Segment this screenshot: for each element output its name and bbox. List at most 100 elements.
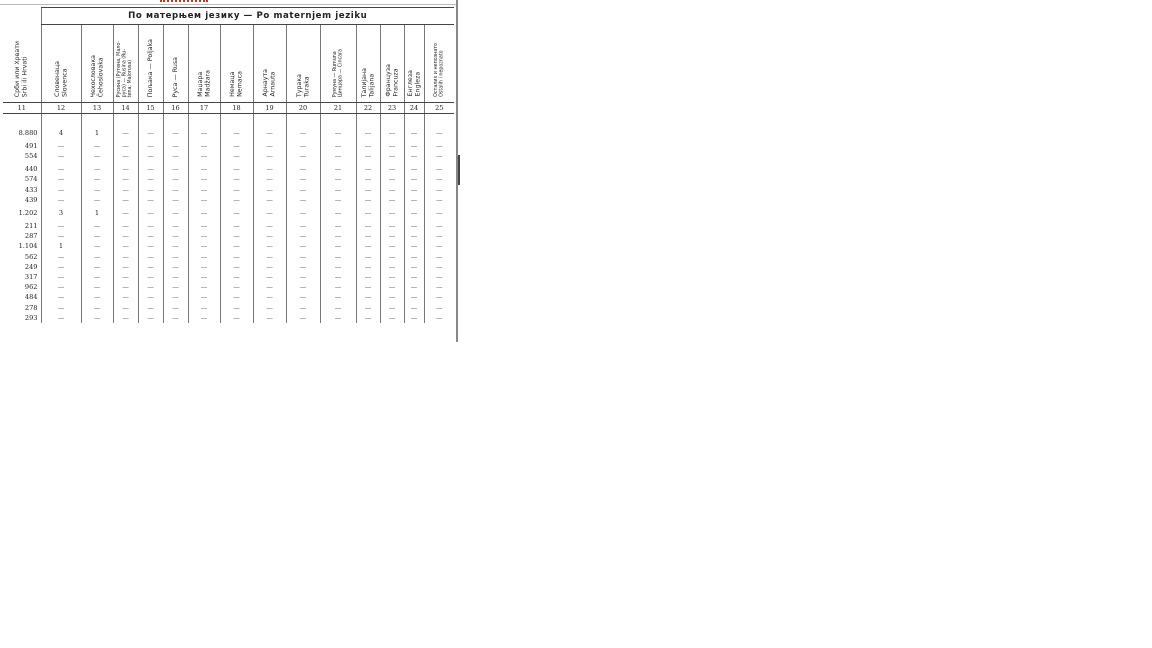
table-cell: — <box>379 164 404 175</box>
table-cell: — <box>252 272 286 283</box>
column-number: 21 <box>319 102 356 114</box>
table-cell: — <box>187 208 220 219</box>
table-cell: — <box>403 128 424 139</box>
table-cell: — <box>423 252 455 263</box>
table-cell: — <box>40 252 81 263</box>
table-cell: — <box>219 313 253 324</box>
table-cell: — <box>187 164 220 175</box>
table-row: 211— — — — — — — — — — — — — — <box>3 221 455 232</box>
column-header-label: Турака Turaka <box>295 73 310 97</box>
table-body: 8.880 4 1— — — — — — — — — — — —491— — — — — — — — — — — — — —554—… <box>3 113 455 324</box>
table-cell: — <box>423 282 455 293</box>
table-cell: — <box>252 151 286 162</box>
table-cell: — <box>285 231 320 242</box>
table-cell: — <box>137 241 163 253</box>
table-cell: — <box>80 141 113 152</box>
table-cell: — <box>162 174 188 185</box>
column-header-21: Румуна — Rumuna Цинцара — Cincara <box>319 24 356 103</box>
table-cell: — <box>137 141 163 152</box>
row-total-cell: 8.880 <box>18 128 38 137</box>
row-total-cell: 962 <box>24 283 38 292</box>
table-cell: — <box>403 292 424 303</box>
column-number: 16 <box>162 102 188 114</box>
column-header-label: Маџара Madžara <box>196 70 211 97</box>
table-row: 439— — — — — — — — — — — — — — <box>3 195 455 206</box>
table-cell: — <box>40 292 81 303</box>
table-cell: — <box>379 221 404 232</box>
table-cell: — <box>252 313 286 324</box>
table-cell: — <box>379 128 404 139</box>
table-cell: — <box>137 128 163 139</box>
table-cell: — <box>355 221 380 232</box>
table-cell: — <box>285 292 320 303</box>
table-cell: — <box>403 221 424 232</box>
column-number: 14 <box>112 102 138 114</box>
table-cell: — <box>187 272 220 283</box>
table-cell: — <box>319 231 356 242</box>
table-cell: — <box>403 303 424 314</box>
table-cell: — <box>252 174 286 185</box>
table-cell: — <box>379 151 404 162</box>
table-cell: — <box>319 195 356 206</box>
table-cell: — <box>112 141 138 152</box>
table-cell: — <box>319 241 356 253</box>
table-row: 962— — — — — — — — — — — — — — <box>3 282 455 293</box>
group-spacer <box>3 138 455 142</box>
row-total-cell: 1.202 <box>18 208 38 217</box>
column-header-25: Осталих и непознато Ostalih i nepoznato <box>423 24 455 103</box>
table-cell: — <box>379 313 404 324</box>
table-cell: — <box>355 272 380 283</box>
table-cell: — <box>112 252 138 263</box>
row-total-cell: 211 <box>24 222 38 231</box>
column-header-label: Пољака — Poljaka <box>146 38 154 97</box>
table-cell: — <box>403 141 424 152</box>
table-cell: — <box>187 282 220 293</box>
table-cell: — <box>40 195 81 206</box>
table-cell: — <box>379 141 404 152</box>
table-cell: — <box>423 313 455 324</box>
table-cell: — <box>162 272 188 283</box>
column-number: 12 <box>40 102 81 114</box>
table-cell: — <box>137 151 163 162</box>
table-cell: — <box>112 241 138 253</box>
table-row: 8.880 4 1— — — — — — — — — — — — <box>3 128 455 139</box>
table-cell: — <box>187 252 220 263</box>
table-cell: — <box>187 262 220 273</box>
row-total-cell: 574 <box>24 175 38 184</box>
group-spacer <box>3 161 455 165</box>
table-cell: — <box>423 164 455 175</box>
table-cell: 4 <box>40 128 81 139</box>
table-cell: — <box>355 184 380 196</box>
table-cell: — <box>162 128 188 139</box>
table-cell: — <box>285 272 320 283</box>
table-cell: — <box>423 141 455 152</box>
table-cell: — <box>162 151 188 162</box>
table-cell: — <box>403 184 424 196</box>
row-total-cell: 554 <box>24 151 38 160</box>
table-row: 562— — — — — — — — — — — — — — <box>3 252 455 263</box>
column-header-16: Руса — Rusa <box>162 24 188 103</box>
column-number: 25 <box>423 102 455 114</box>
table-cell: — <box>285 303 320 314</box>
table-cell: — <box>252 231 286 242</box>
table-cell: — <box>355 252 380 263</box>
table-cell: — <box>40 272 81 283</box>
table-cell: — <box>162 195 188 206</box>
row-total-cell: 1.104 <box>18 242 38 251</box>
table-cell: — <box>40 313 81 324</box>
row-total-cell: 433 <box>24 185 38 194</box>
table-cell: — <box>379 303 404 314</box>
table-cell: — <box>40 262 81 273</box>
table-cell: — <box>162 208 188 219</box>
table-cell: — <box>423 195 455 206</box>
column-header-11: Срби или Хрвати Srbi ili Hrvati <box>3 24 41 103</box>
row-total-cell: 440 <box>24 165 38 174</box>
table-cell: — <box>137 184 163 196</box>
table-cell: — <box>423 231 455 242</box>
table-cell: — <box>112 313 138 324</box>
table-cell: — <box>252 282 286 293</box>
table-cell: — <box>80 241 113 253</box>
table-cell: — <box>187 151 220 162</box>
column-header-17: Маџара Madžara <box>187 24 220 103</box>
group-spacer <box>3 205 455 209</box>
